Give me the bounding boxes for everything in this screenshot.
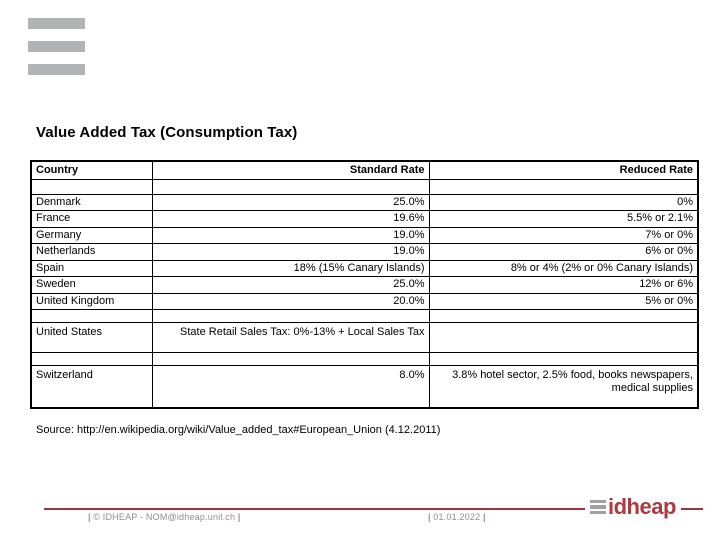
table-row: Spain 18% (15% Canary Islands) 8% or 4% … — [30, 259, 699, 277]
cell-standard: State Retail Sales Tax: 0%-13% + Local S… — [151, 322, 430, 353]
cell-standard: 18% (15% Canary Islands) — [151, 259, 430, 277]
cell-country: Spain — [30, 259, 153, 277]
cell-country: Denmark — [30, 193, 153, 211]
footer-pipe: | — [428, 512, 431, 522]
cell-standard: 19.6% — [151, 210, 430, 228]
idheap-logo-bars-icon — [590, 499, 606, 515]
table-row: Germany 19.0% 7% or 0% — [30, 226, 699, 244]
cell-reduced: 0% — [428, 193, 699, 211]
cell-country: United States — [30, 322, 153, 353]
footer-pipe: | — [483, 512, 486, 522]
cell-reduced: 5% or 0% — [428, 292, 699, 310]
cell-standard: 19.0% — [151, 243, 430, 261]
table-row: Netherlands 19.0% 6% or 0% — [30, 243, 699, 261]
cell-standard: 25.0% — [151, 276, 430, 294]
cell-reduced: 7% or 0% — [428, 226, 699, 244]
footer-copyright-text: © IDHEAP - NOM@idheap.unil.ch — [93, 512, 236, 522]
table-row: United Kingdom 20.0% 5% or 0% — [30, 292, 699, 310]
idheap-logo: idheap — [585, 494, 681, 520]
table-row: Sweden 25.0% 12% or 6% — [30, 276, 699, 294]
footer-copyright: | © IDHEAP - NOM@idheap.unil.ch | — [88, 512, 240, 522]
footer-pipe: | — [88, 512, 91, 522]
spacer-row — [30, 309, 699, 323]
vat-table: Country Standard Rate Reduced Rate Denma… — [30, 160, 699, 409]
table-header-row: Country Standard Rate Reduced Rate — [30, 160, 699, 180]
cell-standard: 19.0% — [151, 226, 430, 244]
cell-country: United Kingdom — [30, 292, 153, 310]
idheap-logo-text: idheap — [608, 494, 676, 519]
logo-bar-icon — [28, 18, 85, 29]
footer-date: | 01.01.2022 | — [428, 512, 486, 522]
cell-standard: 25.0% — [151, 193, 430, 211]
placeholder-logo-bars — [28, 18, 85, 87]
cell-reduced: 6% or 0% — [428, 243, 699, 261]
cell-reduced — [428, 322, 699, 353]
cell-country: Germany — [30, 226, 153, 244]
cell-country: Switzerland — [30, 365, 153, 408]
cell-country: Netherlands — [30, 243, 153, 261]
cell-country: France — [30, 210, 153, 228]
col-header-country: Country — [30, 160, 153, 180]
col-header-standard: Standard Rate — [151, 160, 430, 180]
logo-bar-icon — [28, 64, 85, 75]
table-row: Denmark 25.0% 0% — [30, 193, 699, 211]
spacer-row — [30, 352, 699, 366]
footer-pipe: | — [237, 512, 241, 522]
col-header-reduced: Reduced Rate — [428, 160, 699, 180]
cell-standard: 20.0% — [151, 292, 430, 310]
logo-bar-icon — [28, 41, 85, 52]
cell-reduced: 3.8% hotel sector, 2.5% food, books news… — [428, 365, 699, 408]
footer-date-text: 01.01.2022 — [433, 512, 481, 522]
table-row: France 19.6% 5.5% or 2.1% — [30, 210, 699, 228]
cell-reduced: 5.5% or 2.1% — [428, 210, 699, 228]
source-note: Source: http://en.wikipedia.org/wiki/Val… — [36, 424, 441, 436]
cell-country: Sweden — [30, 276, 153, 294]
cell-reduced: 12% or 6% — [428, 276, 699, 294]
footer-divider-line — [44, 508, 703, 510]
cell-standard: 8.0% — [151, 365, 430, 408]
table-row: Switzerland 8.0% 3.8% hotel sector, 2.5%… — [30, 365, 699, 408]
cell-reduced: 8% or 4% (2% or 0% Canary Islands) — [428, 259, 699, 277]
page-title: Value Added Tax (Consumption Tax) — [36, 124, 298, 141]
spacer-row — [30, 178, 699, 195]
table-row: United States State Retail Sales Tax: 0%… — [30, 322, 699, 353]
